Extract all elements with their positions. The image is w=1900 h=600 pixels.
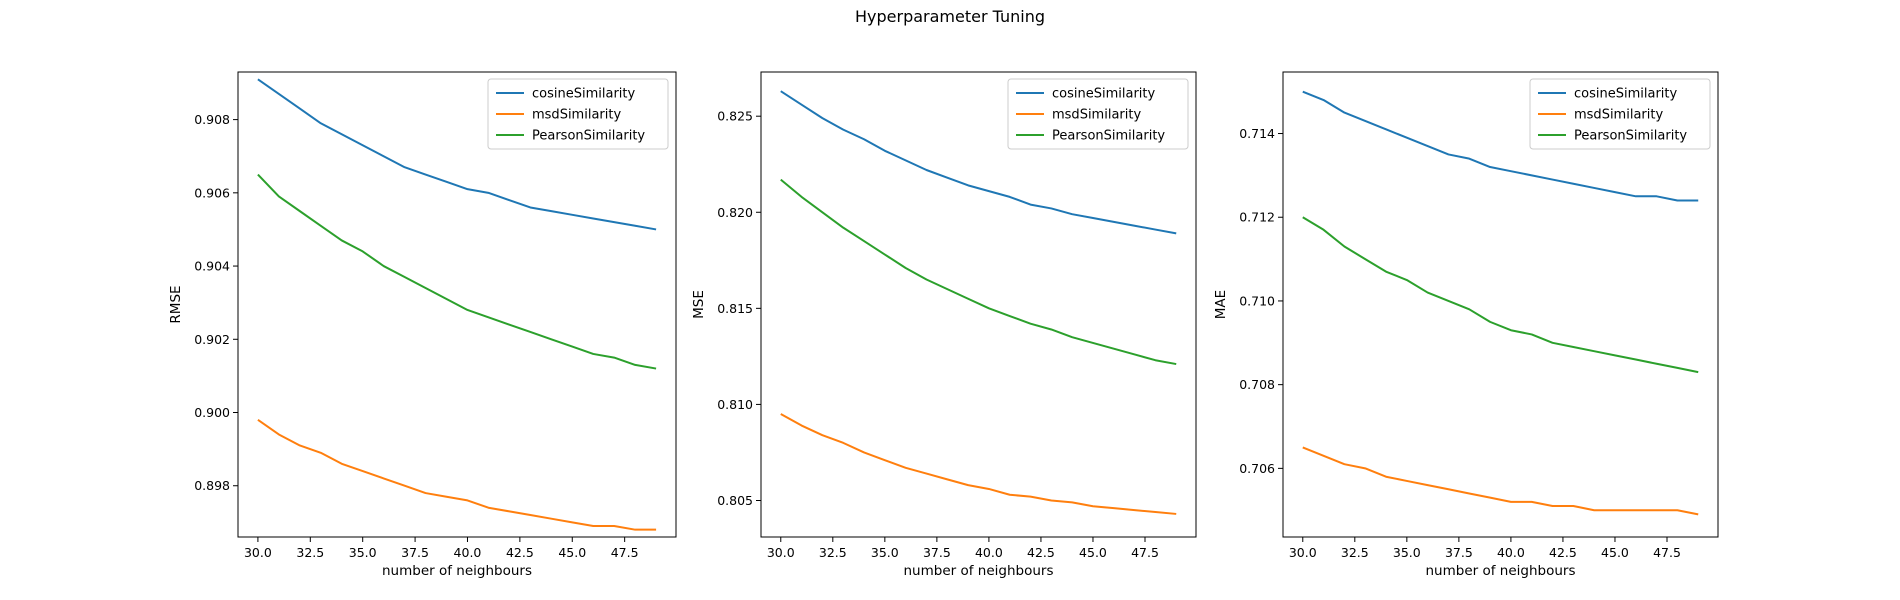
x-tick-label: 35.0	[349, 545, 377, 560]
series-line-cosineSimilarity	[1302, 90, 1699, 202]
y-tick-label: 0.710	[1239, 293, 1275, 308]
x-tick-label: 47.5	[1653, 545, 1681, 560]
y-tick-label: 0.708	[1239, 377, 1275, 392]
x-tick-label: 40.0	[975, 545, 1003, 560]
y-axis-label: MAE	[1213, 290, 1229, 319]
y-tick-label: 0.820	[717, 205, 753, 220]
y-axis-label: RMSE	[168, 285, 184, 323]
y-tick-label: 0.904	[194, 259, 230, 274]
legend-label-msdSimilarity: msdSimilarity	[532, 108, 621, 123]
legend: cosineSimilarity msdSimilarity PearsonSimi…	[1529, 78, 1711, 150]
series-line-msdSimilarity	[780, 413, 1177, 515]
axes-frame	[760, 71, 1197, 538]
series-line-PearsonSimilarity	[1302, 216, 1699, 374]
x-tick-label: 37.5	[401, 545, 429, 560]
series-line-msdSimilarity	[257, 419, 657, 531]
x-tick-label: 37.5	[923, 545, 951, 560]
series-line-msdSimilarity	[1302, 446, 1699, 516]
x-tick-label: 32.5	[819, 545, 847, 560]
y-tick-label: 0.825	[717, 109, 753, 124]
y-tick-label: 0.908	[194, 112, 230, 127]
y-tick-label: 0.712	[1239, 210, 1275, 225]
series-line-cosineSimilarity	[780, 90, 1177, 235]
x-tick-label: 30.0	[1289, 545, 1317, 560]
legend-label-PearsonSimilarity: PearsonSimilarity	[532, 129, 645, 144]
y-tick-label: 0.900	[194, 405, 230, 420]
legend-label-PearsonSimilarity: PearsonSimilarity	[1574, 129, 1687, 144]
y-axis-label: MSE	[691, 290, 707, 319]
chart-panel-1: 30.0 32.5 35.0 37.5 40.0 42.5 45.0 47.5 0.898 0.9…	[168, 71, 677, 579]
legend-label-msdSimilarity: msdSimilarity	[1052, 108, 1141, 123]
legend-box	[487, 78, 669, 150]
series-line-PearsonSimilarity	[257, 173, 657, 370]
x-tick-label: 37.5	[1445, 545, 1473, 560]
x-tick-label: 32.5	[296, 545, 324, 560]
x-tick-label: 35.0	[871, 545, 899, 560]
axes-frame	[1282, 71, 1719, 538]
legend-label-msdSimilarity: msdSimilarity	[1574, 108, 1663, 123]
x-tick-label: 32.5	[1341, 545, 1369, 560]
x-tick-label: 42.5	[506, 545, 534, 560]
y-tick-label: 0.906	[194, 185, 230, 200]
x-tick-label: 45.0	[558, 545, 586, 560]
y-tick-label: 0.706	[1239, 461, 1275, 476]
x-tick-label: 42.5	[1027, 545, 1055, 560]
legend-label-cosineSimilarity: cosineSimilarity	[532, 87, 635, 102]
legend-label-cosineSimilarity: cosineSimilarity	[1052, 87, 1155, 102]
x-tick-label: 40.0	[1497, 545, 1525, 560]
x-tick-label: 30.0	[244, 545, 272, 560]
legend-box	[1007, 78, 1189, 150]
x-tick-label: 47.5	[611, 545, 639, 560]
x-tick-label: 35.0	[1393, 545, 1421, 560]
chart-panel-2: 30.0 32.5 35.0 37.5 40.0 42.5 45.0 47.5 0.805 0.8…	[691, 71, 1197, 579]
chart-panel-3: 30.0 32.5 35.0 37.5 40.0 42.5 45.0 47.5 0.706 0.7…	[1213, 71, 1719, 579]
x-tick-label: 42.5	[1549, 545, 1577, 560]
x-axis-label: number of neighbours	[1426, 563, 1576, 579]
legend-label-cosineSimilarity: cosineSimilarity	[1574, 87, 1677, 102]
y-tick-label: 0.815	[717, 301, 753, 316]
y-tick-label: 0.898	[194, 478, 230, 493]
legend: cosineSimilarity msdSimilarity PearsonSimi…	[1007, 78, 1189, 150]
legend-box	[1529, 78, 1711, 150]
x-axis-label: number of neighbours	[904, 563, 1054, 579]
x-tick-label: 45.0	[1601, 545, 1629, 560]
figure-title: Hyperparameter Tuning	[855, 7, 1045, 26]
axes-frame	[237, 71, 677, 538]
x-tick-label: 40.0	[454, 545, 482, 560]
series-line-cosineSimilarity	[257, 78, 657, 231]
x-tick-label: 30.0	[767, 545, 795, 560]
legend-label-PearsonSimilarity: PearsonSimilarity	[1052, 129, 1165, 144]
x-tick-label: 47.5	[1131, 545, 1159, 560]
series-line-PearsonSimilarity	[780, 178, 1177, 366]
x-tick-label: 45.0	[1079, 545, 1107, 560]
y-tick-label: 0.714	[1239, 126, 1275, 141]
legend: cosineSimilarity msdSimilarity PearsonSimi…	[487, 78, 669, 150]
y-tick-label: 0.902	[194, 332, 230, 347]
x-axis-label: number of neighbours	[382, 563, 532, 579]
y-tick-label: 0.810	[717, 397, 753, 412]
y-tick-label: 0.805	[717, 493, 753, 508]
